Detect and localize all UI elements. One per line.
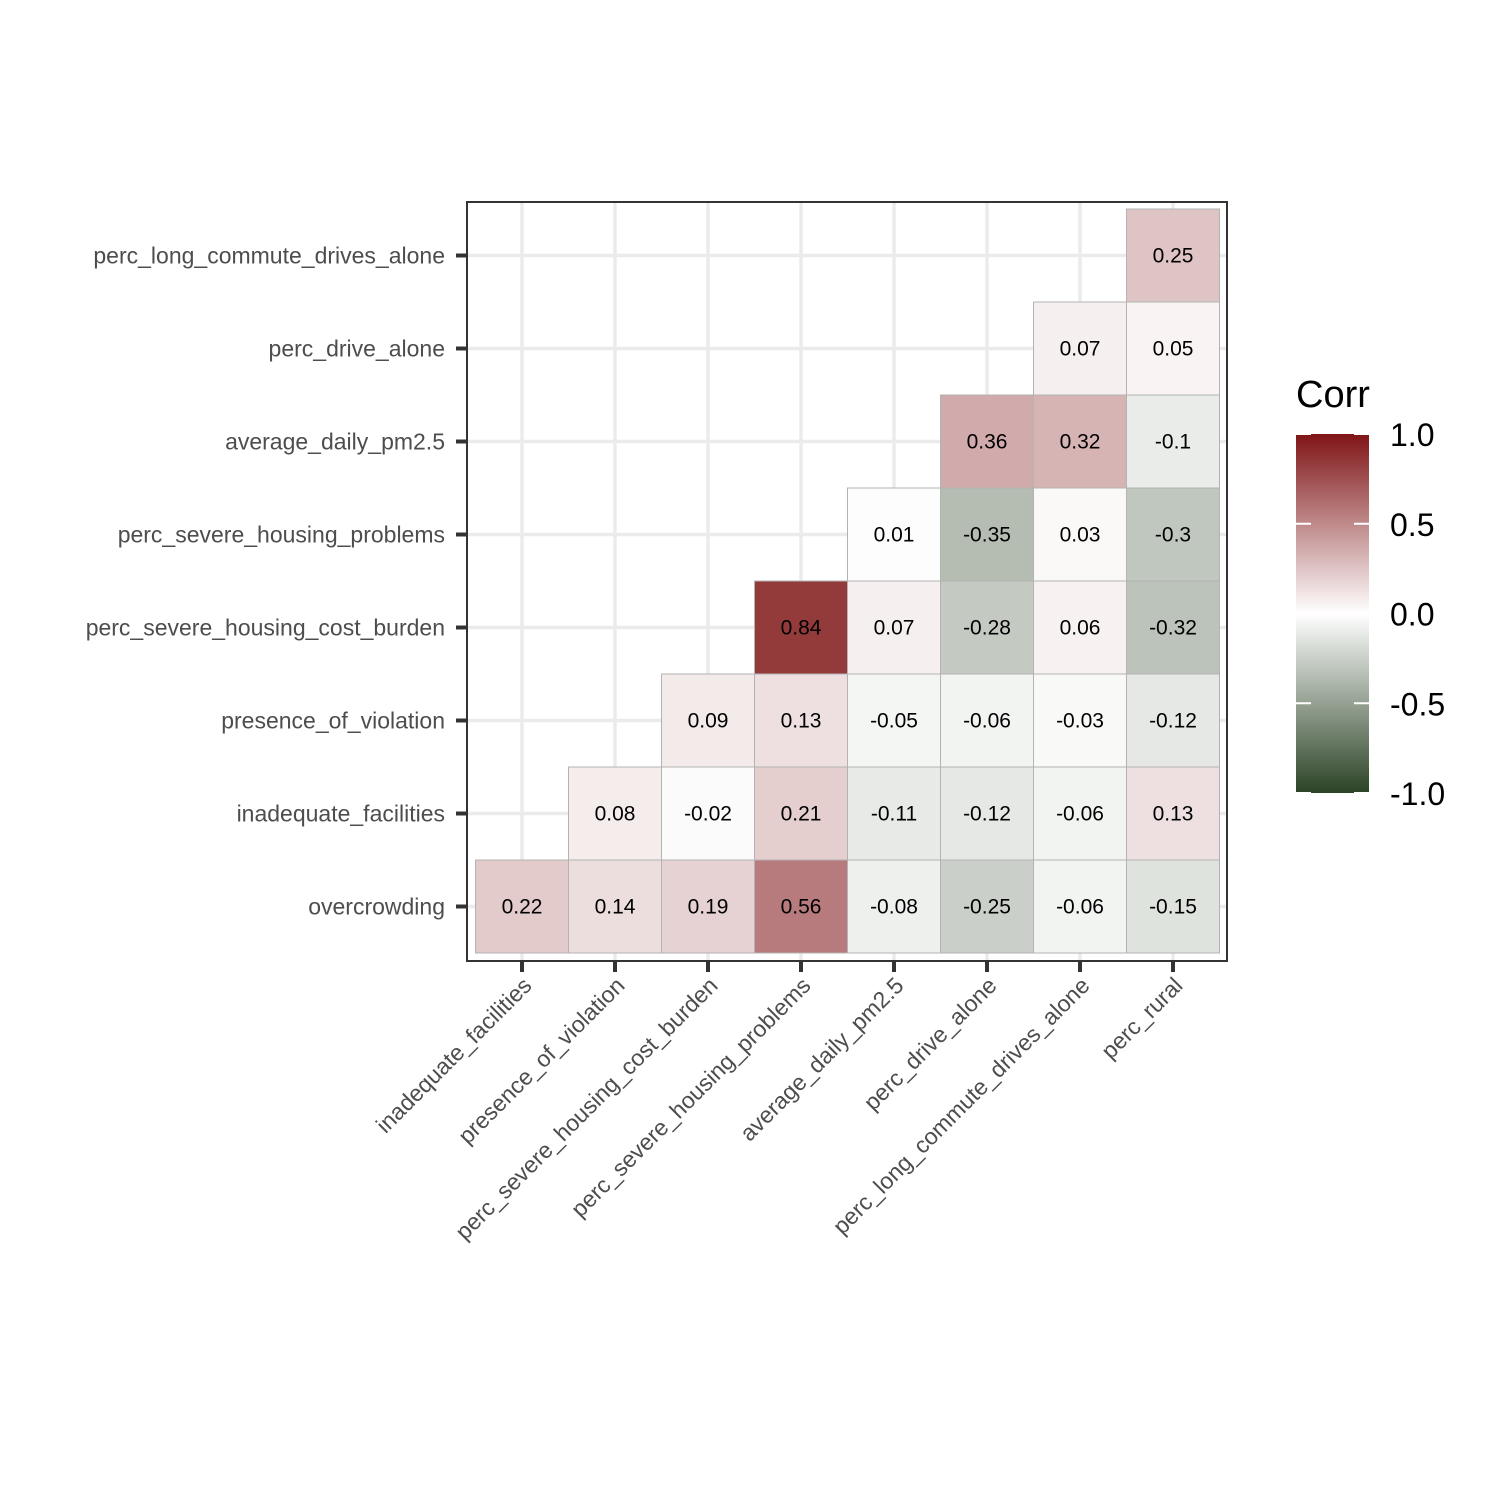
y-axis-tick-label: presence_of_violation <box>221 708 445 734</box>
cell-value-label: -0.08 <box>870 896 918 919</box>
x-axis-tick-label: perc_rural <box>1096 972 1188 1064</box>
y-axis-tick-label: average_daily_pm2.5 <box>225 429 445 455</box>
cell-value-label: 0.32 <box>1060 431 1101 454</box>
heatmap-cell <box>568 766 662 861</box>
cell-value-label: -0.1 <box>1155 431 1191 454</box>
heatmap-cell <box>661 766 755 861</box>
legend-tick-label: -0.5 <box>1390 686 1445 722</box>
cell-value-label: 0.07 <box>1060 338 1101 361</box>
x-axis-tick-label: average_daily_pm2.5 <box>735 972 909 1146</box>
y-axis-tick-label: perc_severe_housing_problems <box>118 522 445 548</box>
heatmap-cell <box>1126 580 1220 675</box>
y-axis-tick-label: inadequate_facilities <box>237 801 445 827</box>
cell-value-label: 0.56 <box>781 896 822 919</box>
y-axis-tick-label: overcrowding <box>308 894 445 920</box>
y-axis-tick-label: perc_severe_housing_cost_burden <box>86 615 445 641</box>
heatmap-cell <box>1033 673 1127 768</box>
cell-value-label: 0.19 <box>688 896 729 919</box>
heatmap-cell <box>940 859 1034 954</box>
cell-value-label: 0.09 <box>688 710 729 733</box>
heatmap-cell <box>847 580 941 675</box>
heatmap-cell <box>940 766 1034 861</box>
cell-value-label: -0.28 <box>963 617 1011 640</box>
heatmap-cell <box>847 766 941 861</box>
heatmap-cell <box>1126 487 1220 582</box>
cell-value-label: -0.05 <box>870 710 918 733</box>
cell-value-label: 0.05 <box>1153 338 1194 361</box>
cell-value-label: -0.06 <box>1056 896 1104 919</box>
cell-value-label: -0.12 <box>1149 710 1197 733</box>
heatmap-cell <box>1033 859 1127 954</box>
cell-value-label: 0.07 <box>874 617 915 640</box>
cell-value-label: 0.08 <box>595 803 636 826</box>
cell-value-label: -0.06 <box>963 710 1011 733</box>
cell-value-label: 0.13 <box>1153 803 1194 826</box>
heatmap-cell <box>1126 673 1220 768</box>
heatmap-cell <box>754 673 848 768</box>
cell-value-label: -0.06 <box>1056 803 1104 826</box>
cell-value-label: 0.84 <box>781 617 822 640</box>
heatmap-cell <box>1126 766 1220 861</box>
heatmap-cell <box>754 580 848 675</box>
legend-tick-label: 0.0 <box>1390 597 1434 633</box>
heatmap-cell <box>847 859 941 954</box>
cell-value-label: -0.12 <box>963 803 1011 826</box>
heatmap-cells <box>475 208 1220 954</box>
legend-title: Corr <box>1296 374 1370 416</box>
cell-value-label: 0.22 <box>502 896 543 919</box>
cell-value-label: 0.36 <box>967 431 1008 454</box>
cell-value-label: -0.02 <box>684 803 732 826</box>
heatmap-cell <box>847 673 941 768</box>
heatmap-cell <box>940 673 1034 768</box>
legend: Corr 1.0 0.5 0.0 -0.5 -1.0 <box>1296 374 1445 812</box>
heatmap-cell <box>1126 301 1220 396</box>
heatmap-cell <box>940 394 1034 489</box>
cell-value-label: 0.13 <box>781 710 822 733</box>
cell-value-label: -0.25 <box>963 896 1011 919</box>
heatmap-cell <box>1033 394 1127 489</box>
cell-value-label: -0.3 <box>1155 524 1191 547</box>
heatmap-cell-labels: 0.22 0.14 0.19 0.56 -0.08 -0.25 -0.06 -0.15 0.08… <box>502 245 1197 919</box>
legend-tick-label: -1.0 <box>1390 776 1445 812</box>
heatmap-cell <box>1126 208 1220 303</box>
heatmap-cell <box>475 859 569 954</box>
heatmap-cell <box>754 766 848 861</box>
heatmap-cell <box>847 487 941 582</box>
x-axis-tick-label: presence_of_violation <box>453 972 630 1149</box>
legend-tick-label: 0.5 <box>1390 507 1434 543</box>
y-axis: overcrowding inadequate_facilities presenc… <box>86 243 467 920</box>
panel-border <box>466 201 1228 962</box>
y-axis-tick-label: perc_drive_alone <box>269 336 445 362</box>
cell-value-label: -0.32 <box>1149 617 1197 640</box>
cell-value-label: -0.15 <box>1149 896 1197 919</box>
cell-value-label: 0.06 <box>1060 617 1101 640</box>
cell-value-label: 0.01 <box>874 524 915 547</box>
legend-tick-label: 1.0 <box>1390 417 1434 453</box>
heatmap-cell <box>661 673 755 768</box>
cell-value-label: 0.14 <box>595 896 636 919</box>
heatmap-cell <box>1126 859 1220 954</box>
cell-value-label: 0.21 <box>781 803 822 826</box>
legend-ticks: 1.0 0.5 0.0 -0.5 -1.0 <box>1296 417 1445 812</box>
cell-value-label: -0.03 <box>1056 710 1104 733</box>
heatmap-cell <box>1033 301 1127 396</box>
y-axis-tick-label: perc_long_commute_drives_alone <box>93 243 445 269</box>
heatmap-cell <box>940 487 1034 582</box>
cell-value-label: 0.03 <box>1060 524 1101 547</box>
heatmap-cell <box>1033 766 1127 861</box>
heatmap-cell <box>661 859 755 954</box>
x-axis-tick-label: inadequate_facilities <box>371 972 537 1138</box>
cell-value-label: 0.25 <box>1153 245 1194 268</box>
cell-value-label: -0.35 <box>963 524 1011 547</box>
heatmap-cell <box>754 859 848 954</box>
x-axis: inadequate_facilitiespresence_of_violati… <box>371 961 1188 1245</box>
heatmap-cell <box>568 859 662 954</box>
cell-value-label: -0.11 <box>871 803 917 826</box>
